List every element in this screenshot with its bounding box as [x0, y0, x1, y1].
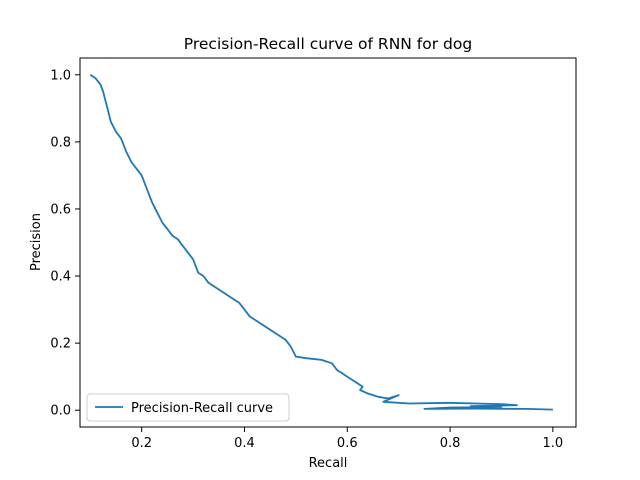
x-tick-label: 0.6 [337, 436, 358, 451]
y-tick-label: 1.0 [50, 68, 71, 83]
legend-entry-label: Precision-Recall curve [131, 401, 273, 416]
legend: Precision-Recall curve [86, 393, 290, 422]
y-tick-label: 0.2 [50, 337, 71, 352]
y-tick-label: 0.8 [50, 135, 71, 150]
x-tick-label: 1.0 [543, 436, 564, 451]
axes-frame [79, 57, 577, 428]
x-axis: 0.2 0.4 0.6 0.8 1.0 [131, 427, 563, 451]
chart-title: Precision-Recall curve of RNN for dog [184, 35, 472, 53]
plot-area [89, 74, 553, 411]
y-axis-label: Precision [29, 213, 44, 271]
y-tick-label: 0.0 [50, 404, 71, 419]
x-tick-label: 0.2 [131, 436, 152, 451]
y-axis: 0.0 0.2 0.4 0.6 0.8 1.0 [50, 68, 80, 419]
x-tick-label: 0.4 [234, 436, 255, 451]
x-tick-label: 0.8 [440, 436, 461, 451]
series-line-precision-recall [89, 74, 553, 411]
y-tick-label: 0.6 [50, 202, 71, 217]
legend-box [86, 393, 290, 422]
x-axis-label: Recall [309, 456, 348, 471]
y-tick-label: 0.4 [50, 270, 71, 285]
